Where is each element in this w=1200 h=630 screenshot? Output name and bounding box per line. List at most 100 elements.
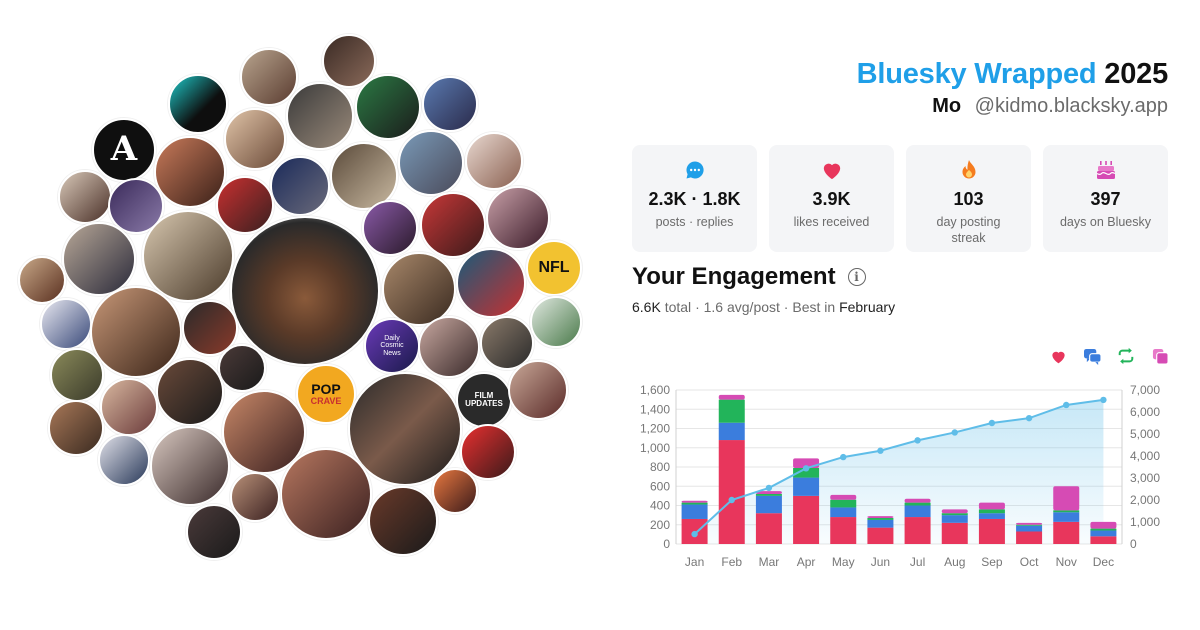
y-tick-label: 200 (650, 518, 670, 532)
bar-segment (1053, 521, 1080, 544)
avatar[interactable]: A (92, 118, 156, 182)
avatar[interactable] (48, 400, 104, 456)
avatar[interactable] (154, 136, 226, 208)
avatar[interactable] (355, 74, 421, 140)
avatar[interactable] (382, 252, 456, 326)
stat-card-streak: 103 day posting streak (906, 145, 1031, 252)
avatar[interactable] (456, 248, 526, 318)
best-month: February (839, 299, 896, 315)
avatar[interactable] (348, 372, 462, 486)
y2-tick-label: 3,000 (1130, 471, 1160, 485)
repost-icon (1118, 347, 1134, 365)
avatar[interactable] (530, 296, 582, 348)
cumulative-point (1025, 414, 1033, 422)
avatar[interactable] (240, 48, 298, 106)
avatar[interactable] (142, 210, 234, 302)
y2-tick-label: 6,000 (1130, 405, 1160, 419)
summary-separator: · (695, 299, 700, 315)
x-tick-label: Dec (1093, 555, 1114, 569)
cumulative-point (914, 437, 921, 444)
avatar[interactable] (420, 192, 486, 258)
avatar[interactable] (40, 298, 92, 350)
avatar[interactable] (330, 142, 398, 210)
replies-toggle[interactable] (1082, 346, 1102, 366)
avatar[interactable] (186, 504, 242, 560)
avatar[interactable] (486, 186, 550, 250)
avatar[interactable] (168, 74, 228, 134)
avatar[interactable] (58, 170, 112, 224)
x-tick-label: Mar (759, 555, 780, 569)
avatar[interactable] (50, 348, 104, 402)
bar-segment (904, 505, 931, 518)
avatar[interactable] (465, 132, 523, 190)
bar-segment (1053, 512, 1080, 522)
bar-segment (755, 493, 782, 496)
y2-tick-label: 7,000 (1130, 383, 1160, 397)
avatar[interactable] (368, 486, 438, 556)
cumulative-point (728, 496, 735, 504)
avatar[interactable] (224, 108, 286, 170)
avatar[interactable] (398, 130, 464, 196)
heart-icon (1051, 351, 1065, 363)
avatar[interactable] (218, 344, 266, 392)
avatar[interactable] (432, 468, 478, 514)
avatar[interactable] (460, 424, 516, 480)
avatar[interactable] (100, 378, 158, 436)
bar-segment (830, 494, 857, 500)
bar-segment (830, 499, 857, 508)
avatar[interactable] (230, 216, 380, 366)
bar-segment (904, 502, 931, 506)
avatar-cloud: A NFL Daily Cosmic News POP CRAVE FILM U… (18, 34, 582, 560)
bar-segment (830, 507, 857, 518)
avatar[interactable] (230, 472, 280, 522)
avatar[interactable] (216, 176, 274, 234)
bar-segment (681, 502, 708, 505)
y2-tick-label: 4,000 (1130, 449, 1160, 463)
summary-separator: · (783, 299, 789, 315)
engagement-summary: 6.6K total · 1.6 avg/post · Best in Febr… (632, 299, 895, 315)
avatar[interactable] (222, 390, 306, 474)
avatar[interactable]: FILM UPDATES (456, 372, 512, 428)
crave-word: CRAVE (310, 395, 342, 406)
avatar[interactable] (270, 156, 330, 216)
avatar[interactable] (98, 434, 150, 486)
chat-bubble-icon (685, 159, 705, 181)
avatar[interactable] (508, 360, 568, 420)
avatar[interactable] (480, 316, 534, 370)
heart-icon (821, 159, 843, 181)
y-tick-label: 600 (650, 479, 670, 493)
stats-row: 2.3K · 1.8K posts · replies 3.9K likes r… (632, 145, 1168, 252)
avatar-daily-cosmic-label: Daily Cosmic News (380, 334, 404, 357)
y-tick-label: 800 (650, 460, 670, 474)
bar-segment (718, 394, 745, 400)
x-tick-label: Jan (685, 555, 704, 569)
quotes-toggle[interactable] (1150, 346, 1170, 366)
avatar[interactable] (280, 448, 372, 540)
avatar[interactable] (90, 286, 182, 378)
y2-tick-label: 0 (1130, 537, 1137, 551)
reposts-toggle[interactable] (1116, 346, 1136, 366)
avatar[interactable] (62, 222, 136, 296)
bar-segment (755, 513, 782, 544)
bar-segment (867, 519, 894, 528)
user-handle[interactable]: @kidmo.blacksky.app (974, 95, 1168, 117)
avatar[interactable] (18, 256, 66, 304)
avatar[interactable] (322, 34, 376, 88)
avatar-pop-crave-label: POP CRAVE (311, 382, 342, 406)
wrapped-header: Bluesky Wrapped 2025 Mo @kidmo.blacksky.… (857, 58, 1169, 118)
avatar[interactable]: NFL (526, 240, 582, 296)
y2-tick-label: 5,000 (1130, 427, 1160, 441)
y-tick-label: 0 (663, 537, 670, 551)
avatar[interactable] (156, 358, 224, 426)
avatar[interactable] (422, 76, 478, 132)
avatar[interactable]: POP CRAVE (296, 364, 356, 424)
info-icon[interactable]: i (847, 268, 866, 286)
avatar[interactable] (286, 82, 354, 150)
y-tick-label: 1,400 (640, 402, 670, 416)
avatar[interactable] (418, 316, 480, 378)
avatar[interactable] (150, 426, 230, 506)
avatar[interactable] (362, 200, 418, 256)
avatar[interactable]: Daily Cosmic News (364, 318, 420, 374)
engagement-total-suffix: total (664, 299, 692, 315)
likes-toggle[interactable] (1048, 346, 1068, 366)
